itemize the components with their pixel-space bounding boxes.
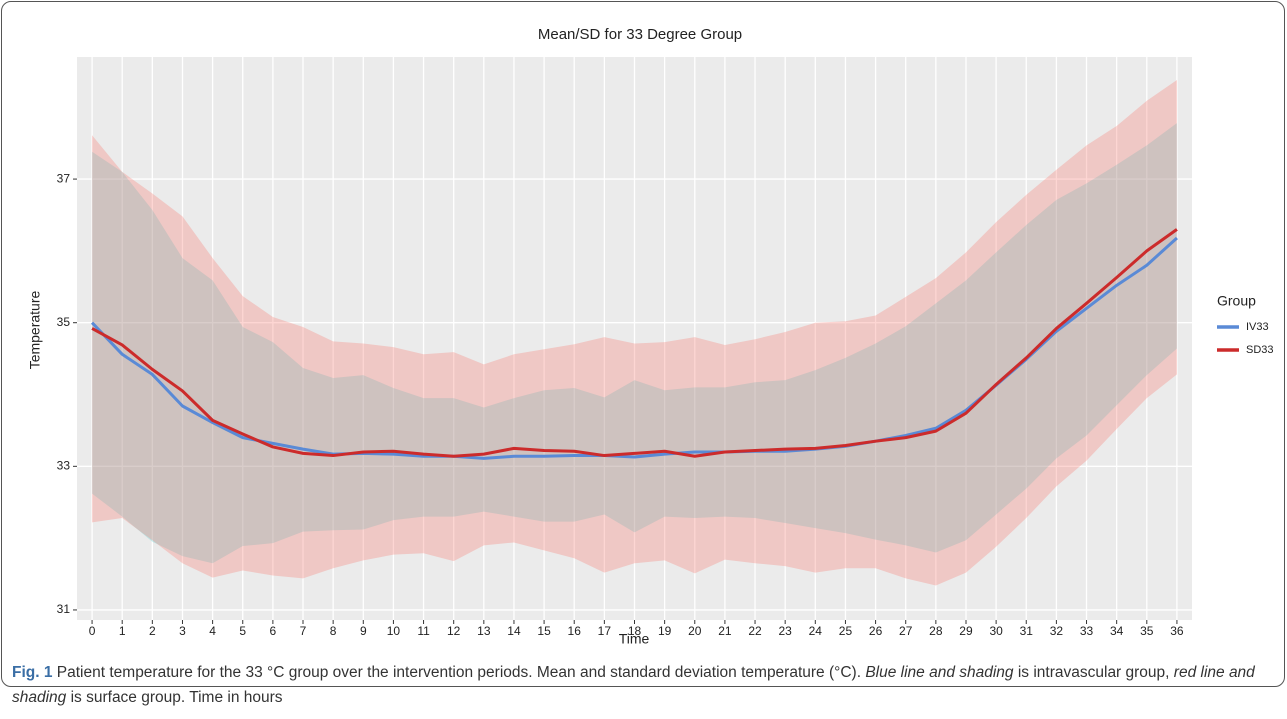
y-axis-title: Temperature xyxy=(27,290,43,369)
x-tick-label: 0 xyxy=(89,624,96,638)
sd-band xyxy=(92,79,1177,586)
x-tick-label: 11 xyxy=(417,624,430,638)
x-tick-label: 34 xyxy=(1110,624,1124,638)
x-tick-label: 2 xyxy=(149,624,156,638)
x-tick-label: 6 xyxy=(270,624,277,638)
x-tick-label: 14 xyxy=(507,624,521,638)
x-tick-label: 36 xyxy=(1170,624,1184,638)
x-tick-label: 30 xyxy=(989,624,1003,638)
x-tick-label: 16 xyxy=(568,624,582,638)
x-tick-label: 26 xyxy=(869,624,883,638)
x-tick-label: 12 xyxy=(447,624,461,638)
x-tick-label: 29 xyxy=(959,624,973,638)
caption-text: is surface group. Time in hours xyxy=(66,689,283,706)
chart-title: Mean/SD for 33 Degree Group xyxy=(538,26,742,43)
caption-text: Blue line and shading xyxy=(865,664,1014,681)
x-tick-label: 31 xyxy=(1020,624,1034,638)
figure-frame xyxy=(1,1,1285,687)
x-tick-label: 32 xyxy=(1050,624,1064,638)
legend-title: Group xyxy=(1217,293,1256,309)
legend-label: SD33 xyxy=(1246,344,1274,356)
x-tick-label: 18 xyxy=(628,624,642,638)
x-tick-label: 3 xyxy=(179,624,186,638)
caption-text: red line and shading xyxy=(12,664,1255,706)
x-tick-label: 17 xyxy=(598,624,612,638)
x-tick-label: 1 xyxy=(119,624,126,638)
x-axis-title: Time xyxy=(619,631,650,647)
x-tick-label: 33 xyxy=(1080,624,1094,638)
x-tick-label: 9 xyxy=(360,624,367,638)
caption-label: Fig. 1 xyxy=(12,664,53,681)
x-tick-label: 24 xyxy=(809,624,823,638)
mean-line xyxy=(91,228,1178,458)
x-tick-label: 25 xyxy=(839,624,853,638)
x-tick-label: 13 xyxy=(477,624,491,638)
y-tick-label: 37 xyxy=(57,171,71,185)
x-tick-label: 28 xyxy=(929,624,943,638)
x-tick-label: 19 xyxy=(658,624,672,638)
caption-text: Patient temperature for the 33 °C group … xyxy=(52,664,866,681)
x-tick-label: 21 xyxy=(718,624,732,638)
x-tick-label: 23 xyxy=(778,624,792,638)
chart: Mean/SD for 33 Degree Group Time Tempera… xyxy=(27,26,1274,647)
y-tick-label: 35 xyxy=(57,315,71,329)
x-tick-label: 8 xyxy=(330,624,337,638)
x-tick-label: 22 xyxy=(748,624,762,638)
x-tick-label: 7 xyxy=(300,624,307,638)
caption-text: is intravascular group, xyxy=(1013,664,1174,681)
x-tick-label: 20 xyxy=(688,624,702,638)
y-tick-label: 33 xyxy=(57,458,71,472)
y-tick-label: 31 xyxy=(57,602,71,616)
x-tick-label: 10 xyxy=(387,624,401,638)
legend-label: IV33 xyxy=(1246,321,1269,333)
x-tick-label: 35 xyxy=(1140,624,1154,638)
caption: Fig. 1 Patient temperature for the 33 °C… xyxy=(12,660,1274,710)
x-tick-label: 5 xyxy=(239,624,246,638)
x-tick-label: 4 xyxy=(209,624,216,638)
x-tick-label: 15 xyxy=(537,624,551,638)
x-tick-label: 27 xyxy=(899,624,913,638)
